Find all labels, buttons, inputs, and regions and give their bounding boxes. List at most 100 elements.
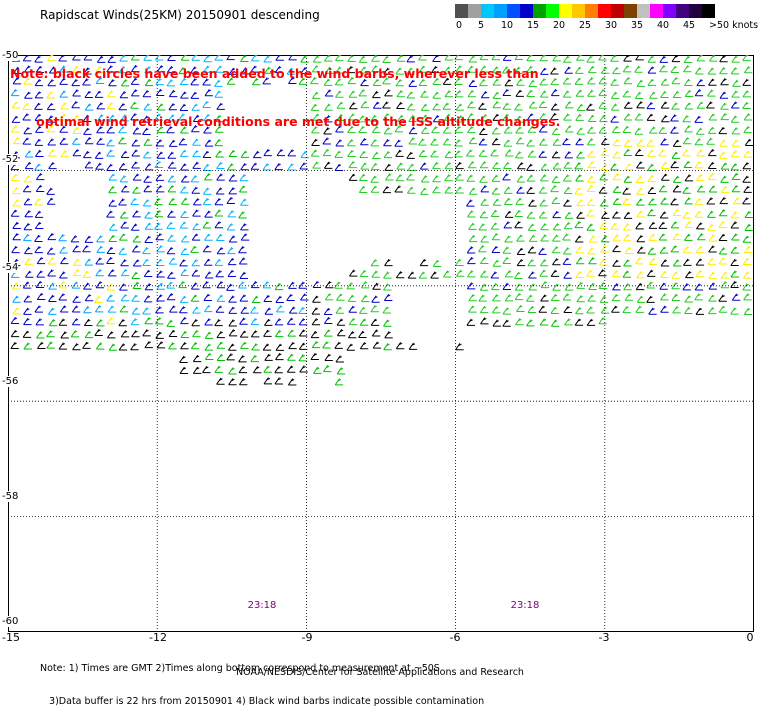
wind-barb [646,101,655,110]
wind-barb [154,160,163,169]
wind-barb [624,246,634,255]
wind-barb [718,233,728,241]
wind-barb [11,115,21,123]
wind-barb [300,66,309,75]
wind-barb [418,65,428,73]
wind-barb [600,235,610,243]
wind-barb [528,79,537,87]
wind-barb [623,55,632,62]
wind-barb [359,342,369,350]
wind-barb [719,91,729,99]
wind-barb [35,172,45,181]
wind-barb [730,221,739,229]
wind-barb [660,161,670,169]
wind-barb [480,91,490,99]
wind-barb [430,150,439,158]
wind-barb [228,319,237,327]
wind-barb [336,293,345,301]
wind-barb [358,115,367,123]
wind-barb [216,281,225,289]
wind-barb [286,67,295,75]
wind-barb [730,163,740,171]
wind-barb [697,233,706,241]
wind-barb [361,294,370,303]
wind-barb [298,318,308,326]
wind-barb [468,294,477,302]
wind-barb [143,185,152,193]
wind-barb [84,258,93,266]
wind-barb [563,247,572,255]
wind-barb [587,114,597,122]
wind-barb [731,90,740,98]
wind-barbs [10,55,754,386]
wind-barb [696,55,705,62]
wind-barb [490,222,500,230]
wind-barb [708,282,718,290]
wind-barb [587,160,597,169]
wind-barb [515,126,524,134]
wind-barb [514,66,523,74]
wind-barb [540,280,550,289]
wind-barb [490,209,500,217]
wind-barb [250,330,260,338]
colorbar-swatch [546,4,559,18]
wind-barb [23,233,32,242]
wind-barb [154,210,164,218]
wind-barb [132,259,142,267]
wind-barb [118,162,128,171]
wind-barb [190,245,199,253]
wind-barb [408,137,417,145]
wind-barb [203,293,212,301]
wind-barb [682,149,691,157]
wind-barb [58,281,68,289]
wind-barb [563,161,573,169]
wind-barb [658,149,667,157]
wind-barb [35,318,44,326]
wind-barb [540,223,549,231]
wind-barb [709,55,718,62]
wind-barb [167,151,176,159]
wind-barb [83,306,92,314]
wind-barb [72,343,81,351]
wind-barb [262,163,272,171]
wind-barb [95,162,104,170]
wind-barb [180,175,190,183]
wind-barb [23,307,32,315]
wind-barb [239,317,248,325]
wind-barb [312,55,322,63]
wind-barb [120,150,130,158]
wind-barb [132,245,141,253]
wind-barb [540,234,549,242]
wind-barb [622,270,632,278]
wind-barb [504,270,514,278]
wind-barb [82,245,91,253]
wind-barb [204,139,214,147]
wind-barb [480,198,489,206]
wind-barb [492,319,501,327]
wind-barb [264,307,273,315]
wind-barb [552,210,561,219]
wind-barb [370,259,380,267]
wind-barb [323,316,333,325]
wind-barb [623,101,633,109]
wind-barb [24,258,33,266]
wind-barb [394,139,403,147]
wind-barb [491,127,501,135]
wind-barb [179,366,189,374]
footnote: Note: 1) Times are GMT 2)Times along bot… [40,641,484,718]
wind-barb [72,55,81,61]
wind-barb [131,161,140,169]
wind-barb [192,222,201,231]
wind-barb [323,329,333,337]
wind-barb [193,198,202,206]
wind-barb [623,234,632,242]
wind-barb [84,294,94,302]
wind-barb [240,341,249,349]
wind-barb [142,258,151,266]
wind-barb [491,187,501,195]
x-tick-label: -12 [149,631,167,644]
wind-barb [576,55,585,61]
wind-barb [550,319,560,327]
wind-barb [118,103,127,111]
wind-barb [72,126,82,135]
